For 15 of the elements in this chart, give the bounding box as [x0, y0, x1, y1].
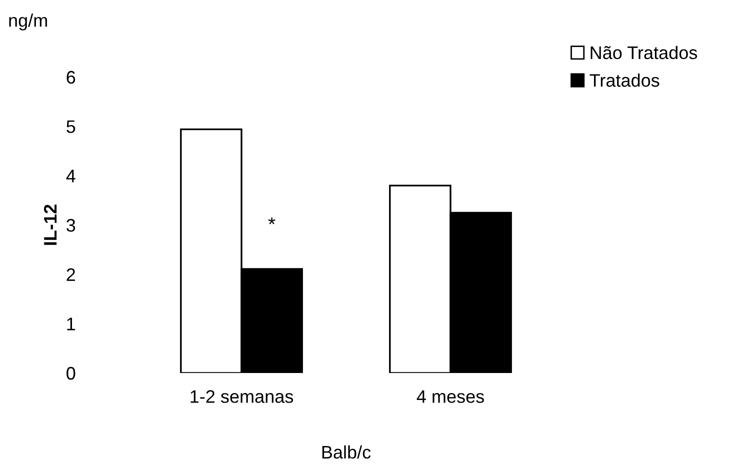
annotation: *	[268, 217, 276, 224]
y-tick-label: 2	[66, 268, 75, 281]
legend-label: Não Tratados	[590, 46, 698, 60]
y-tick-label: 6	[66, 70, 76, 84]
y-tick-label: 4	[66, 170, 76, 182]
y-tick-label: 0	[66, 366, 76, 380]
y-tick-label: 3	[66, 218, 76, 232]
x-tick-label: 4 meses	[416, 390, 484, 403]
text: ng/m	[9, 14, 47, 30]
y-tick-label: 1	[67, 318, 76, 330]
y-axis-title: IL-12	[44, 204, 57, 245]
x-axis-title: Balb/c	[322, 445, 371, 459]
x-tick-label: 1-2 semanas	[190, 390, 294, 403]
y-tick-label: 5	[66, 120, 76, 134]
legend-label: Tratados	[590, 74, 660, 87]
